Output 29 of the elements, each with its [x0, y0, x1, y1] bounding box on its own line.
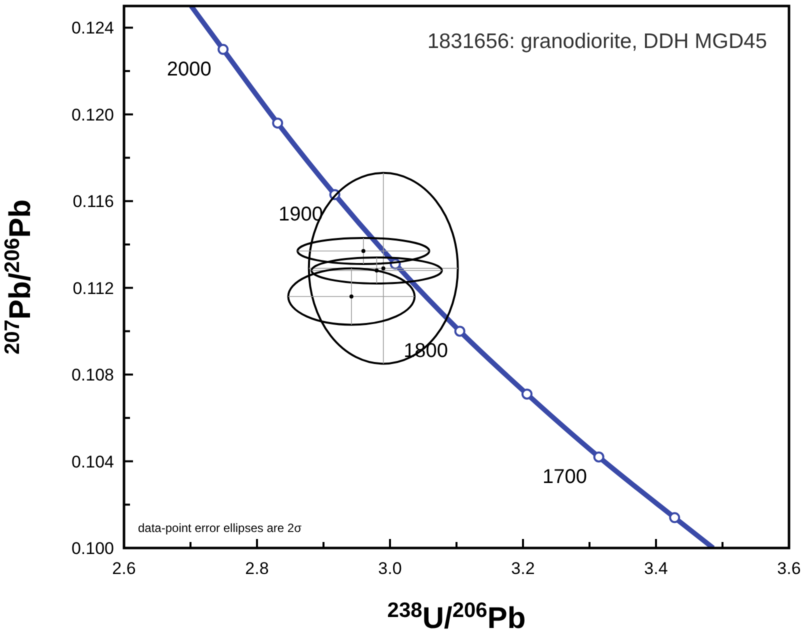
annotation: 2000: [166, 58, 212, 80]
point: [218, 44, 229, 55]
y-tick-label: 0.120: [71, 105, 114, 124]
point: [454, 326, 466, 337]
text: 3.0: [378, 559, 402, 578]
y-tick-label: 0.108: [71, 366, 114, 385]
x-tick-label: 3.2: [511, 559, 535, 578]
point: [272, 118, 284, 129]
text: 1831656: granodiorite, DDH MGD45: [427, 30, 767, 53]
y-tick-label: 0.116: [72, 192, 114, 212]
y-tick-label: 0.124: [71, 18, 114, 38]
point: [361, 248, 366, 253]
point: [381, 266, 386, 270]
text: 0.100: [71, 539, 114, 558]
y-tick-label: 0.104: [71, 452, 114, 472]
point: [374, 268, 379, 272]
annotation: 1700: [542, 466, 588, 488]
point: [593, 451, 604, 462]
x-tick-label: 2.6: [112, 559, 136, 578]
x-axis-title: $^{238}$U/$^{206}$Pb: [387, 598, 526, 635]
y-tick-label: 0.112: [72, 278, 114, 298]
x-tick-label: 2.8: [245, 559, 269, 578]
point: [521, 388, 532, 400]
annotation: 1900: [278, 204, 324, 226]
x-tick-label: 3.4: [644, 559, 668, 578]
point: [669, 512, 680, 524]
x-tick-label: 3.6: [777, 559, 801, 578]
annotation: data-point error ellipses are 2σ: [138, 521, 302, 535]
point: [349, 294, 354, 299]
